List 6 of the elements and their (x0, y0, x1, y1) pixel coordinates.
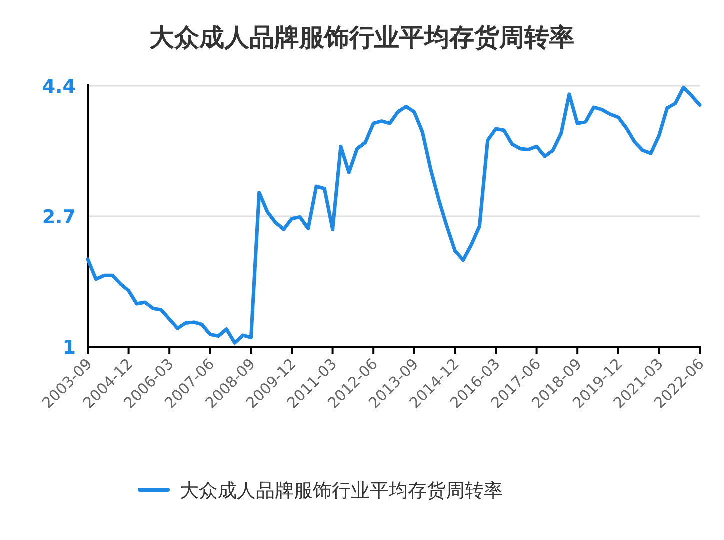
line-series (86, 86, 702, 345)
y-tick-label: 4.4 (42, 76, 76, 98)
legend-label: 大众成人品牌服饰行业平均存货周转率 (180, 480, 503, 502)
chart-title: 大众成人品牌服饰行业平均存货周转率 (150, 23, 574, 52)
y-tick-label: 2.7 (42, 206, 76, 228)
y-tick-label: 1 (62, 337, 76, 359)
